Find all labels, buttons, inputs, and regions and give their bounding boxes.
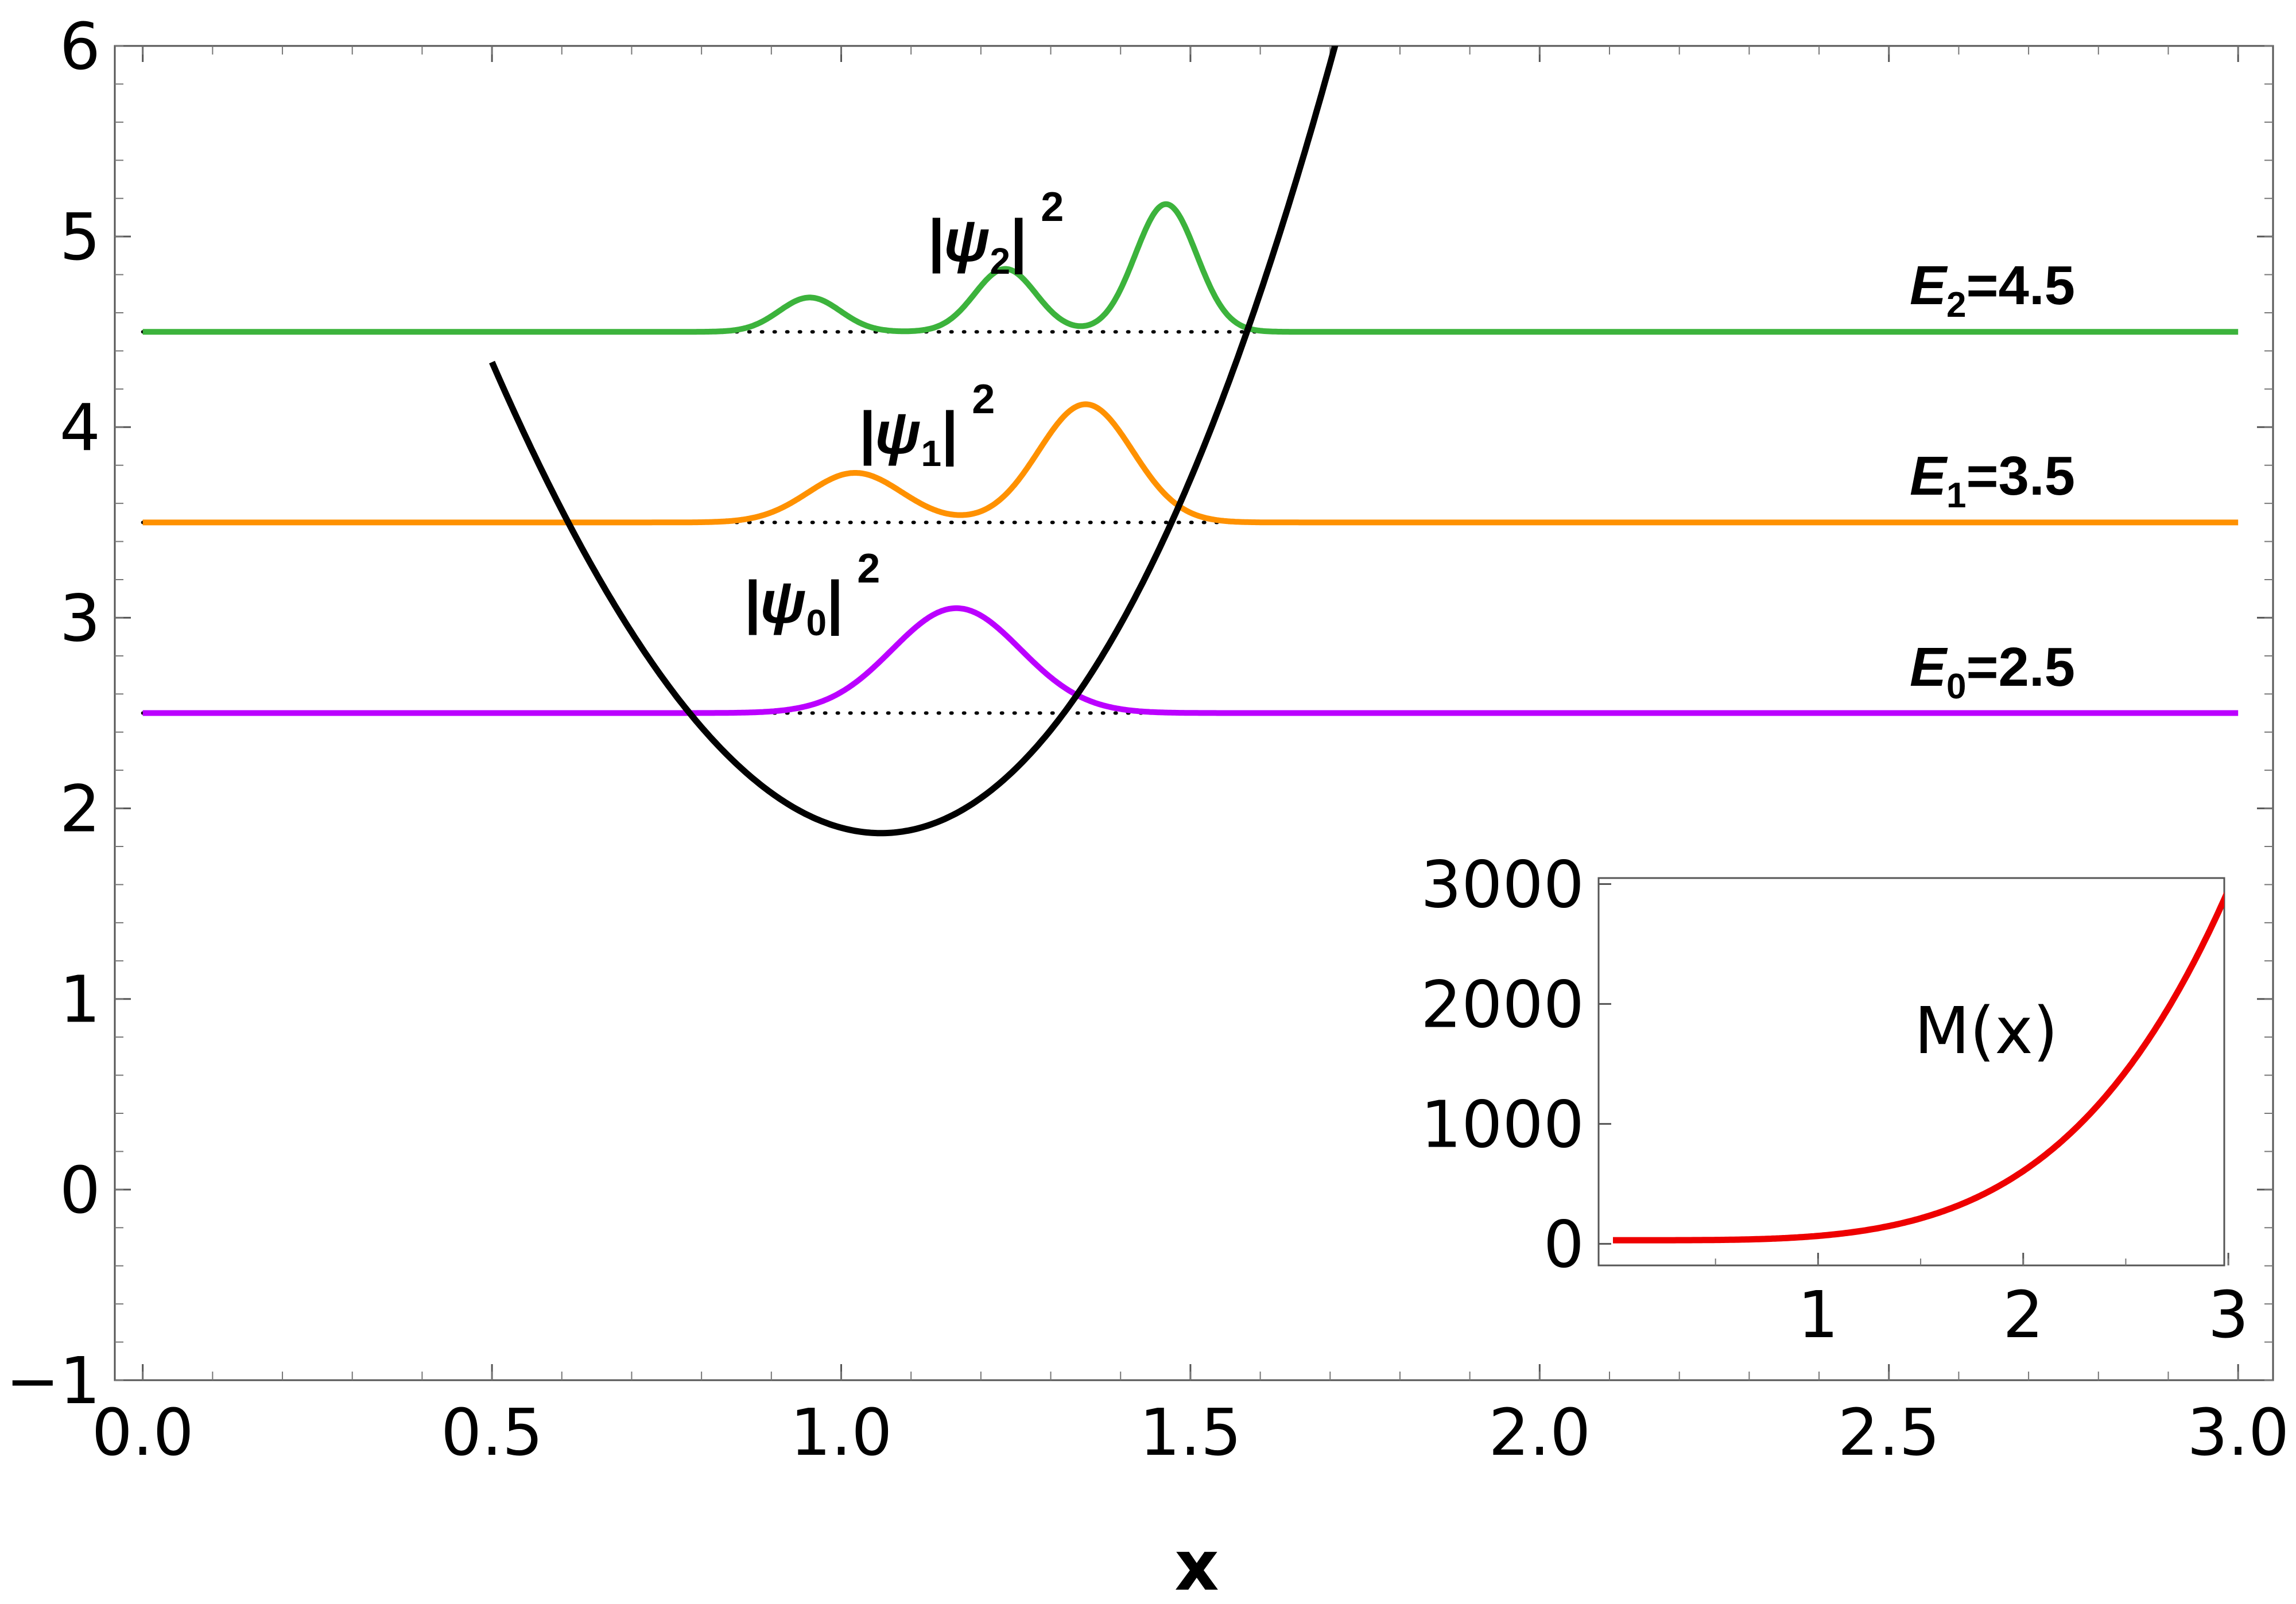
x-tick-label: 0.5 [441,1396,543,1470]
inset-y-tick-label: 1000 [1421,1088,1584,1162]
x-tick-label: 1.5 [1139,1396,1242,1470]
x-tick-label: 0.0 [92,1396,194,1470]
inset-y-tick-label: 2000 [1421,968,1584,1042]
inset-frame [1597,877,2225,1267]
energy-labels: E2=4.5 E1=3.5 E0=2.5 [1910,255,2075,706]
psi-label-0: |ψ0|2 [743,546,880,643]
energy-label-e0: E0=2.5 [1910,636,2075,706]
inset-tick-labels: 1 2 3 0 1000 2000 3000 [1421,848,2249,1353]
potential-curve [489,46,1339,837]
plot-frame [114,45,2274,1381]
y-tick-label: 4 [60,391,100,465]
x-tick-label: 2.0 [1488,1396,1591,1470]
energy-label-e1: E1=3.5 [1910,445,2075,515]
y-tick-label: −1 [6,1344,100,1419]
inset-curve-m [1613,891,2224,1244]
y-tick-label: 0 [60,1154,100,1228]
y-tick-label: 6 [60,10,100,84]
inset-x-tick-label: 2 [2003,1278,2043,1353]
x-axis-label: x [1174,1527,1219,1604]
inset-y-tick-label: 3000 [1421,848,1584,922]
psi-curve-0 [142,605,2239,716]
psi-label-1: |ψ1|2 [858,376,995,474]
psi-label-2: |ψ2|2 [927,184,1064,282]
x-tick-label: 2.5 [1838,1396,1940,1470]
inset-ticks [1599,883,2229,1265]
inset-x-tick-label: 3 [2208,1278,2248,1353]
main-tick-labels: 0.0 0.5 1.0 1.5 2.0 2.5 3.0 −1 0 1 2 3 4 5 6 [6,10,2289,1470]
y-tick-label: 1 [60,963,100,1038]
main-ticks [115,45,2273,1381]
y-tick-label: 3 [60,581,100,656]
inset-annotation: M(x) [1914,994,2058,1069]
inset-x-tick-label: 1 [1798,1278,1839,1353]
energy-label-e2: E2=4.5 [1910,255,2075,325]
x-tick-label: 1.0 [790,1396,892,1470]
y-tick-label: 5 [60,200,100,275]
psi-curve-1 [142,401,2239,526]
inset-y-tick-label: 0 [1543,1207,1584,1282]
x-tick-label: 3.0 [2187,1396,2289,1470]
inset-chart: 1 2 3 0 1000 2000 3000 M(x) [1421,848,2249,1353]
psi-labels: |ψ2|2 |ψ1|2 |ψ0|2 [743,184,1064,643]
wavefunction-curves [142,201,2239,716]
psi-curve-2 [142,201,2239,335]
y-tick-label: 2 [60,772,100,847]
